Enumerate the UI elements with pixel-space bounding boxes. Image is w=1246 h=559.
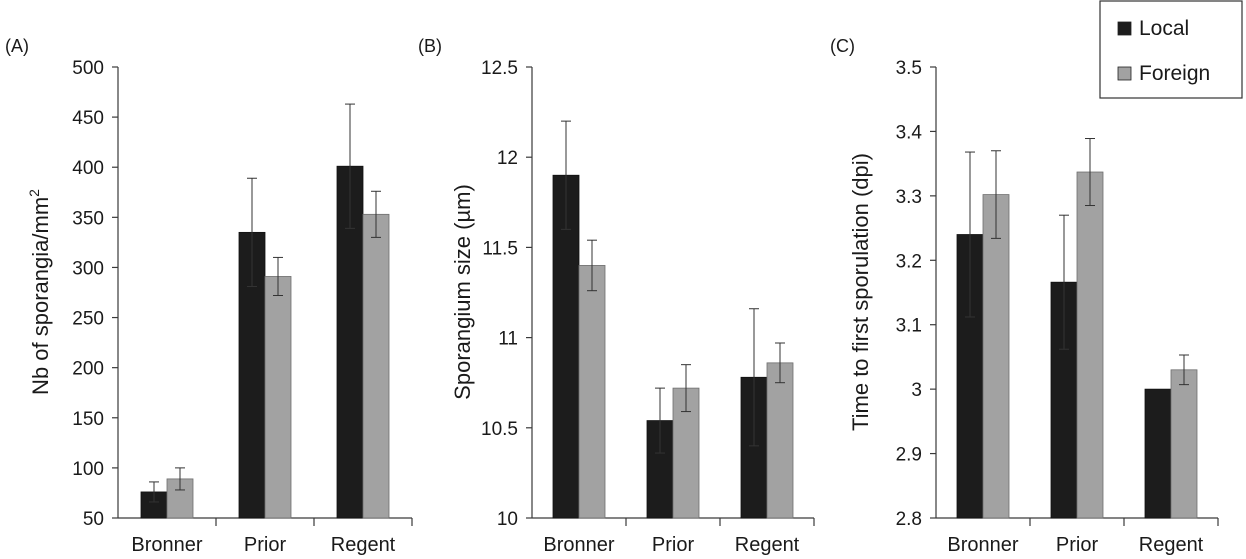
y-tick-label: 3: [911, 380, 922, 401]
y-axis-title: Time to first sporulation (dpi): [848, 153, 873, 431]
y-tick-label: 3.3: [896, 187, 922, 208]
y-tick-label: 450: [72, 108, 104, 129]
panel-label: (A): [5, 36, 29, 56]
y-tick-label: 11: [498, 329, 518, 350]
y-tick-label: 50: [83, 509, 104, 530]
y-tick-label: 2.9: [896, 445, 922, 466]
chart-panel-a: (A)Nb of sporangia/mm2501001502002503003…: [5, 36, 413, 556]
y-tick-label: 12: [497, 148, 518, 169]
y-tick-label: 500: [72, 58, 104, 79]
x-tick-label: Prior: [244, 534, 287, 556]
y-tick-label: 2.8: [896, 509, 922, 530]
bar-foreign: [766, 362, 794, 519]
y-tick-label: 300: [72, 258, 104, 279]
bar-local: [1144, 388, 1172, 519]
y-tick-label: 250: [72, 309, 104, 330]
legend-swatch-local: [1117, 21, 1132, 36]
x-tick-label: Prior: [652, 534, 695, 556]
bar-foreign: [1076, 171, 1104, 519]
y-tick-label: 350: [72, 208, 104, 229]
x-tick-label: Bronner: [947, 534, 1018, 556]
legend-label: Foreign: [1139, 62, 1210, 85]
y-axis-title-text: Nb of sporangia/mm: [28, 197, 53, 395]
y-axis-title-text: Sporangium size (µm): [450, 184, 475, 400]
legend-swatch-foreign: [1117, 66, 1132, 81]
y-tick-label: 10.5: [481, 419, 518, 440]
x-tick-label: Bronner: [543, 534, 614, 556]
y-axis-title-text: Time to first sporulation (dpi): [848, 153, 873, 431]
legend: Local Foreign: [1099, 0, 1243, 99]
x-tick-label: Regent: [331, 534, 396, 556]
y-tick-label: 12.5: [481, 58, 518, 79]
chart-panel-c: (C) Time to first sporulation (dpi) 2.8 2.9…: [830, 36, 1219, 556]
y-tick-label: 11.5: [482, 238, 518, 259]
bar-foreign: [578, 265, 606, 519]
y-tick-label: 150: [72, 409, 104, 430]
y-tick-label: 100: [72, 459, 104, 480]
y-tick-label: 10: [497, 509, 518, 530]
y-axis-title: Sporangium size (µm): [450, 184, 475, 400]
y-tick-label: 200: [72, 359, 104, 380]
y-tick-label: 3.2: [896, 251, 922, 272]
legend-label: Local: [1139, 17, 1189, 40]
x-tick-label: Regent: [735, 534, 800, 556]
y-axis-title-superscript: 2: [26, 189, 42, 197]
x-tick-label: Bronner: [131, 534, 202, 556]
x-tick-label: Regent: [1139, 534, 1204, 556]
y-tick-label: 3.4: [896, 122, 923, 143]
y-tick-label: 400: [72, 158, 104, 179]
panel-label: (C): [830, 36, 855, 56]
bar-foreign: [362, 213, 390, 519]
bar-foreign: [982, 194, 1010, 519]
bar-foreign: [1170, 369, 1198, 519]
y-tick-label: 3.5: [896, 58, 922, 79]
chart-panel-b: (B) Sporangium size (µm) 10 10.5 11 11.5 12 12.…: [418, 36, 815, 556]
legend-box: [1099, 0, 1243, 99]
bar-foreign: [264, 276, 292, 519]
x-tick-label: Prior: [1056, 534, 1099, 556]
y-tick-label: 3.1: [896, 316, 922, 337]
panel-label: (B): [418, 36, 442, 56]
y-axis-title: Nb of sporangia/mm2: [26, 189, 53, 395]
